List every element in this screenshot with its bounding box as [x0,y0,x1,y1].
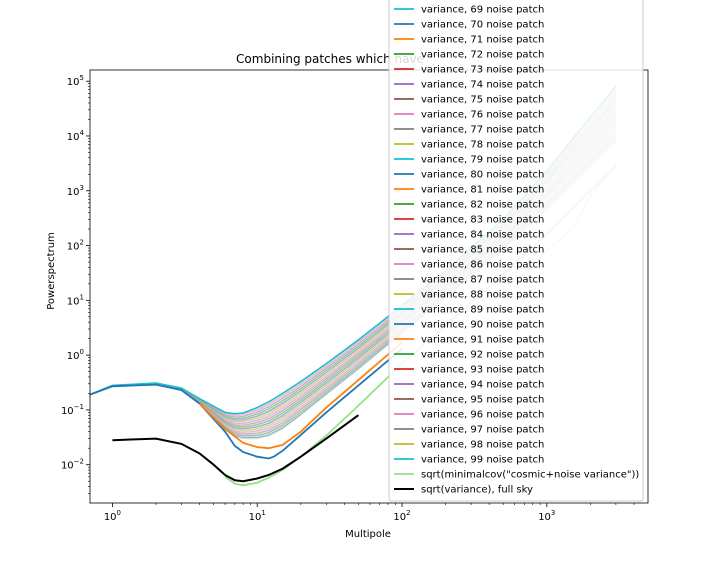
legend-entry: variance, 89 noise patch [421,305,544,316]
legend-entry: variance, 86 noise patch [421,260,544,271]
legend-entry: variance, 69 noise patch [421,5,544,16]
axes-frame [89,69,649,504]
legend-entry: variance, 79 noise patch [421,155,544,166]
legend-entry: variance, 95 noise patch [421,395,544,406]
legend-entry: variance, 80 noise patch [421,170,544,181]
y-tick-label: 103 [67,184,84,198]
series-line-2 [198,341,403,450]
legend-entry: variance, 75 noise patch [421,95,544,106]
legend-entry: variance, 92 noise patch [421,350,544,361]
legend-entry: variance, 98 noise patch [421,440,544,451]
legend-entry: variance, 83 noise patch [421,215,544,226]
legend-entry: variance, 77 noise patch [421,125,544,136]
legend-entry: variance, 70 noise patch [421,20,544,31]
legend-entry: variance, 78 noise patch [421,140,544,151]
y-tick-label: 10−1 [61,403,84,417]
y-tick-label: 104 [67,129,85,143]
legend-entry: sqrt(minimalcov("cosmic+noise variance")… [421,470,639,481]
series-line-1 [90,348,403,460]
legend-entry: variance, 73 noise patch [421,65,544,76]
legend-entry: variance, 90 noise patch [421,320,544,331]
legend-entry: variance, 84 noise patch [421,230,544,241]
legend-entry: variance, 97 noise patch [421,425,544,436]
series-line-32 [112,414,359,483]
legend-entry: variance, 91 noise patch [421,335,544,346]
y-tick-label: 105 [67,74,84,88]
legend-entry: sqrt(variance), full sky [421,485,533,496]
legend-entry: variance, 93 noise patch [421,365,544,376]
legend-entry: variance, 99 noise patch [421,455,544,466]
legend-entry: variance, 82 noise patch [421,200,544,211]
legend-entry: variance, 71 noise patch [421,35,544,46]
legend-entry: variance, 94 noise patch [421,380,544,391]
y-tick-label: 101 [67,293,84,307]
legend-entry: variance, 81 noise patch [421,185,544,196]
x-tick-label: 103 [538,509,555,523]
legend-entry: variance, 88 noise patch [421,290,544,301]
y-axis-label: Powerspectrum [46,232,57,310]
y-tick-label: 10−2 [61,458,84,472]
x-axis-label: Multipole [345,529,391,540]
legend-entry: variance, 85 noise patch [421,245,544,256]
x-tick-label: 100 [104,509,121,523]
x-tick-label: 101 [249,509,266,523]
legend: variance, 69 noise patch variance, 70 noi… [388,0,644,502]
legend-entry: variance, 72 noise patch [421,50,544,61]
y-tick-label: 100 [67,348,84,362]
legend-box [388,0,644,502]
chart-title: Combining patches which have [236,52,424,66]
y-tick-label: 102 [67,239,84,253]
legend-entry: variance, 74 noise patch [421,80,544,91]
legend-entry: variance, 76 noise patch [421,110,544,121]
legend-entry: variance, 96 noise patch [421,410,544,421]
legend-entry: variance, 87 noise patch [421,275,544,286]
x-tick-label: 102 [393,509,410,523]
